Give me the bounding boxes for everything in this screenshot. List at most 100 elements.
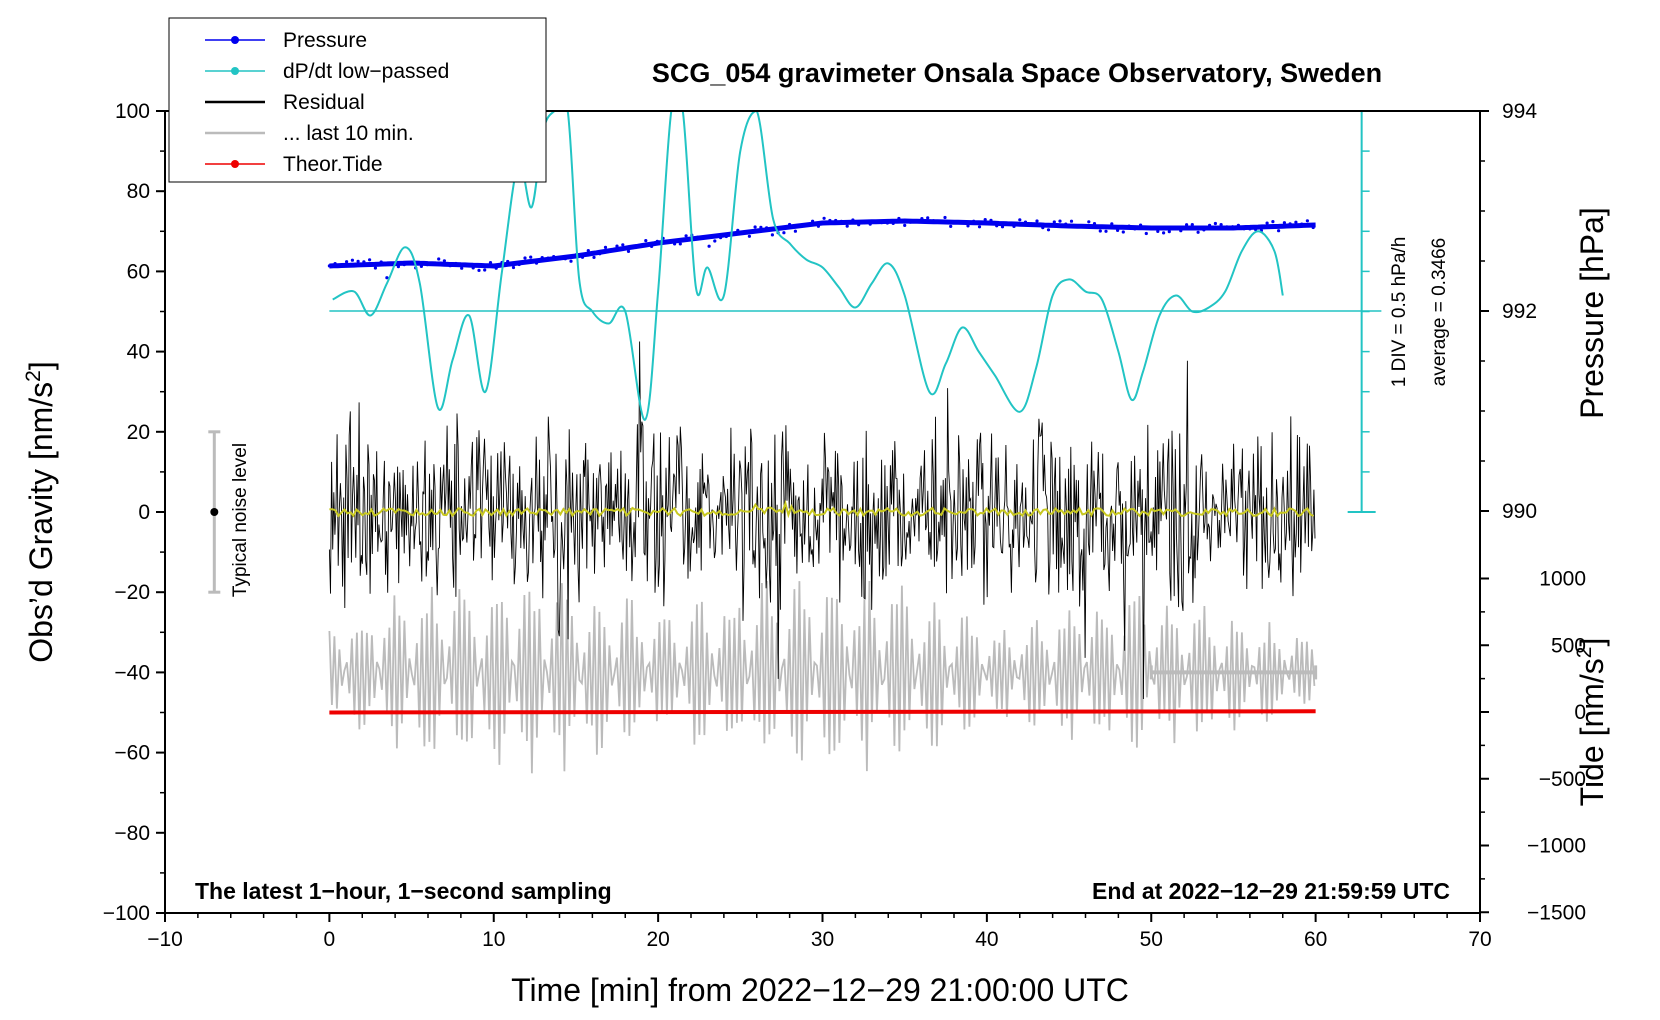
pressure-point xyxy=(673,242,677,246)
legend-label: ... last 10 min. xyxy=(283,122,414,145)
pressure-tick-label: 994 xyxy=(1502,100,1537,123)
pressure-point xyxy=(1046,228,1051,232)
pressure-point xyxy=(1173,226,1177,230)
pressure-point xyxy=(494,266,498,270)
pressure-point xyxy=(851,218,855,222)
x-tick-label: 10 xyxy=(482,928,505,951)
pressure-point xyxy=(655,239,659,243)
pressure-point xyxy=(1282,221,1286,225)
residual-smoothed-series xyxy=(329,499,1314,519)
pressure-point xyxy=(954,220,959,224)
pressure-point xyxy=(471,266,475,270)
legend-label: Theor.Tide xyxy=(283,153,383,176)
pressure-point xyxy=(1156,229,1160,233)
pressure-point xyxy=(1006,222,1010,226)
pressure-point xyxy=(483,268,487,272)
pressure-point xyxy=(920,217,924,221)
pressure-point xyxy=(1058,219,1062,223)
pressure-point xyxy=(805,223,809,227)
pressure-point xyxy=(1116,228,1120,232)
pressure-point xyxy=(345,260,349,264)
pressure-point xyxy=(425,263,429,267)
y-tick-label: 40 xyxy=(127,341,150,364)
tide-tick-label: 0 xyxy=(1574,701,1586,724)
pressure-point xyxy=(943,215,947,220)
pressure-point xyxy=(937,219,941,223)
pressure-point xyxy=(586,249,590,253)
pressure-point xyxy=(362,260,366,264)
pressure-point xyxy=(1305,219,1309,223)
pressure-point xyxy=(1242,227,1246,231)
pressure-point xyxy=(684,234,688,238)
pressure-point xyxy=(908,220,913,224)
residual-line xyxy=(328,341,1316,700)
pressure-point xyxy=(1121,230,1125,234)
note-sampling: The latest 1−hour, 1−second sampling xyxy=(195,878,612,904)
pressure-point xyxy=(788,222,792,227)
tide-tick-label: −1000 xyxy=(1527,835,1586,858)
pressure-point xyxy=(1104,229,1108,233)
pressure-point xyxy=(540,256,544,260)
noise-level-label: Typical noise level xyxy=(230,443,251,597)
y-axis-title-gravity: Obs’d Gravity [nm/s2] xyxy=(22,361,59,663)
legend-label: dP/dt low−passed xyxy=(283,60,449,83)
y-tick-label: −100 xyxy=(103,902,150,925)
theor-tide-series xyxy=(329,709,1316,715)
pressure-point xyxy=(488,261,493,265)
pressure-point xyxy=(419,264,423,268)
pressure-point xyxy=(327,264,331,268)
pressure-point xyxy=(1213,221,1217,226)
pressure-point xyxy=(511,265,516,270)
pressure-point xyxy=(759,225,763,229)
x-tick-label: 40 xyxy=(975,928,998,951)
pressure-point xyxy=(1069,219,1074,223)
pressure-point xyxy=(356,259,360,263)
pressure-point xyxy=(396,265,400,269)
pressure-point xyxy=(862,221,867,225)
pressure-point xyxy=(822,216,826,220)
y-tick-label: −20 xyxy=(114,581,150,604)
pressure-point xyxy=(350,258,354,262)
x-tick-label: −10 xyxy=(147,928,183,951)
pressure-point xyxy=(1075,225,1079,229)
pressure-point xyxy=(1092,222,1097,226)
pressure-point xyxy=(563,257,567,261)
y-tick-label: 100 xyxy=(115,100,150,123)
legend-marker xyxy=(231,67,239,75)
pressure-point xyxy=(477,268,481,272)
tide-tick-label: 500 xyxy=(1551,634,1586,657)
pressure-point xyxy=(897,216,901,221)
x-tick-label: 20 xyxy=(646,928,669,951)
pressure-point xyxy=(638,243,642,247)
pressure-point xyxy=(667,240,671,244)
pressure-point xyxy=(724,234,728,239)
pressure-point xyxy=(960,221,964,225)
pressure-point xyxy=(903,223,907,227)
pressure-point xyxy=(747,234,752,238)
noise-level-center xyxy=(210,508,219,516)
pressure-point xyxy=(373,266,377,270)
pressure-point xyxy=(713,239,717,243)
pressure-point xyxy=(1311,225,1315,230)
pressure-point xyxy=(402,263,406,267)
y-axis-title-tide: Tide [nm/s2] xyxy=(1573,638,1610,807)
pressure-point xyxy=(868,222,872,226)
pressure-point xyxy=(1064,222,1068,226)
axis-ticks: −10 0 10 20 30 40 50 60 70100806040200−20−40−60−… xyxy=(103,100,1586,951)
pressure-point xyxy=(408,261,412,265)
pressure-tick-label: 990 xyxy=(1502,500,1537,523)
legend-label: Residual xyxy=(283,91,365,114)
legend-marker xyxy=(231,160,239,168)
x-tick-label: 30 xyxy=(811,928,834,951)
theor-tide-line xyxy=(329,709,1316,715)
pressure-point xyxy=(609,249,613,253)
pressure-point xyxy=(1277,229,1281,233)
pressure-point xyxy=(1139,223,1143,227)
pressure-point xyxy=(368,258,372,262)
pressure-point xyxy=(1012,224,1016,228)
pressure-point xyxy=(931,219,936,223)
pressure-point xyxy=(742,231,746,235)
pressure-point xyxy=(385,276,389,280)
legend-label: Pressure xyxy=(283,29,367,52)
pressure-point xyxy=(696,235,700,239)
